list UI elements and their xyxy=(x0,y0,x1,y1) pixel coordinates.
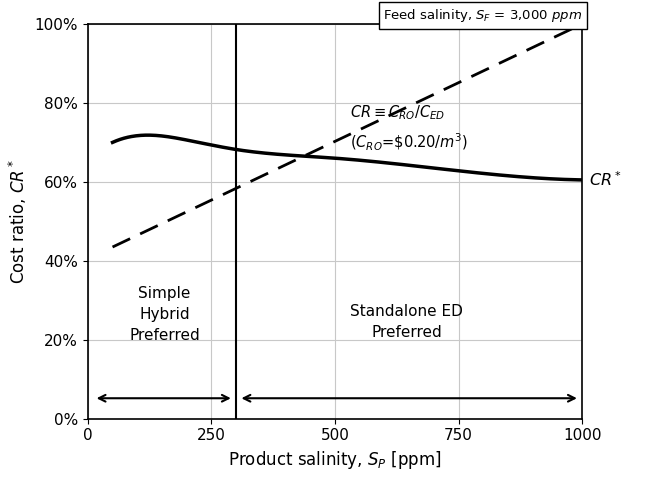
Text: Feed salinity, $S_F$ = 3,000 $ppm$: Feed salinity, $S_F$ = 3,000 $ppm$ xyxy=(383,7,582,24)
Text: Standalone ED
Preferred: Standalone ED Preferred xyxy=(351,304,463,340)
Y-axis label: Cost ratio, $CR^*$: Cost ratio, $CR^*$ xyxy=(7,159,29,284)
Text: Simple
Hybrid
Preferred: Simple Hybrid Preferred xyxy=(129,286,200,343)
Text: $CR \equiv C_{RO}/C_{ED}$
$(C_{RO}$=$\$0.20/m^3)$: $CR \equiv C_{RO}/C_{ED}$ $(C_{RO}$=$\$0… xyxy=(350,103,468,152)
X-axis label: Product salinity, $S_P$ [ppm]: Product salinity, $S_P$ [ppm] xyxy=(228,449,442,471)
Text: $CR^*$: $CR^*$ xyxy=(588,171,621,189)
